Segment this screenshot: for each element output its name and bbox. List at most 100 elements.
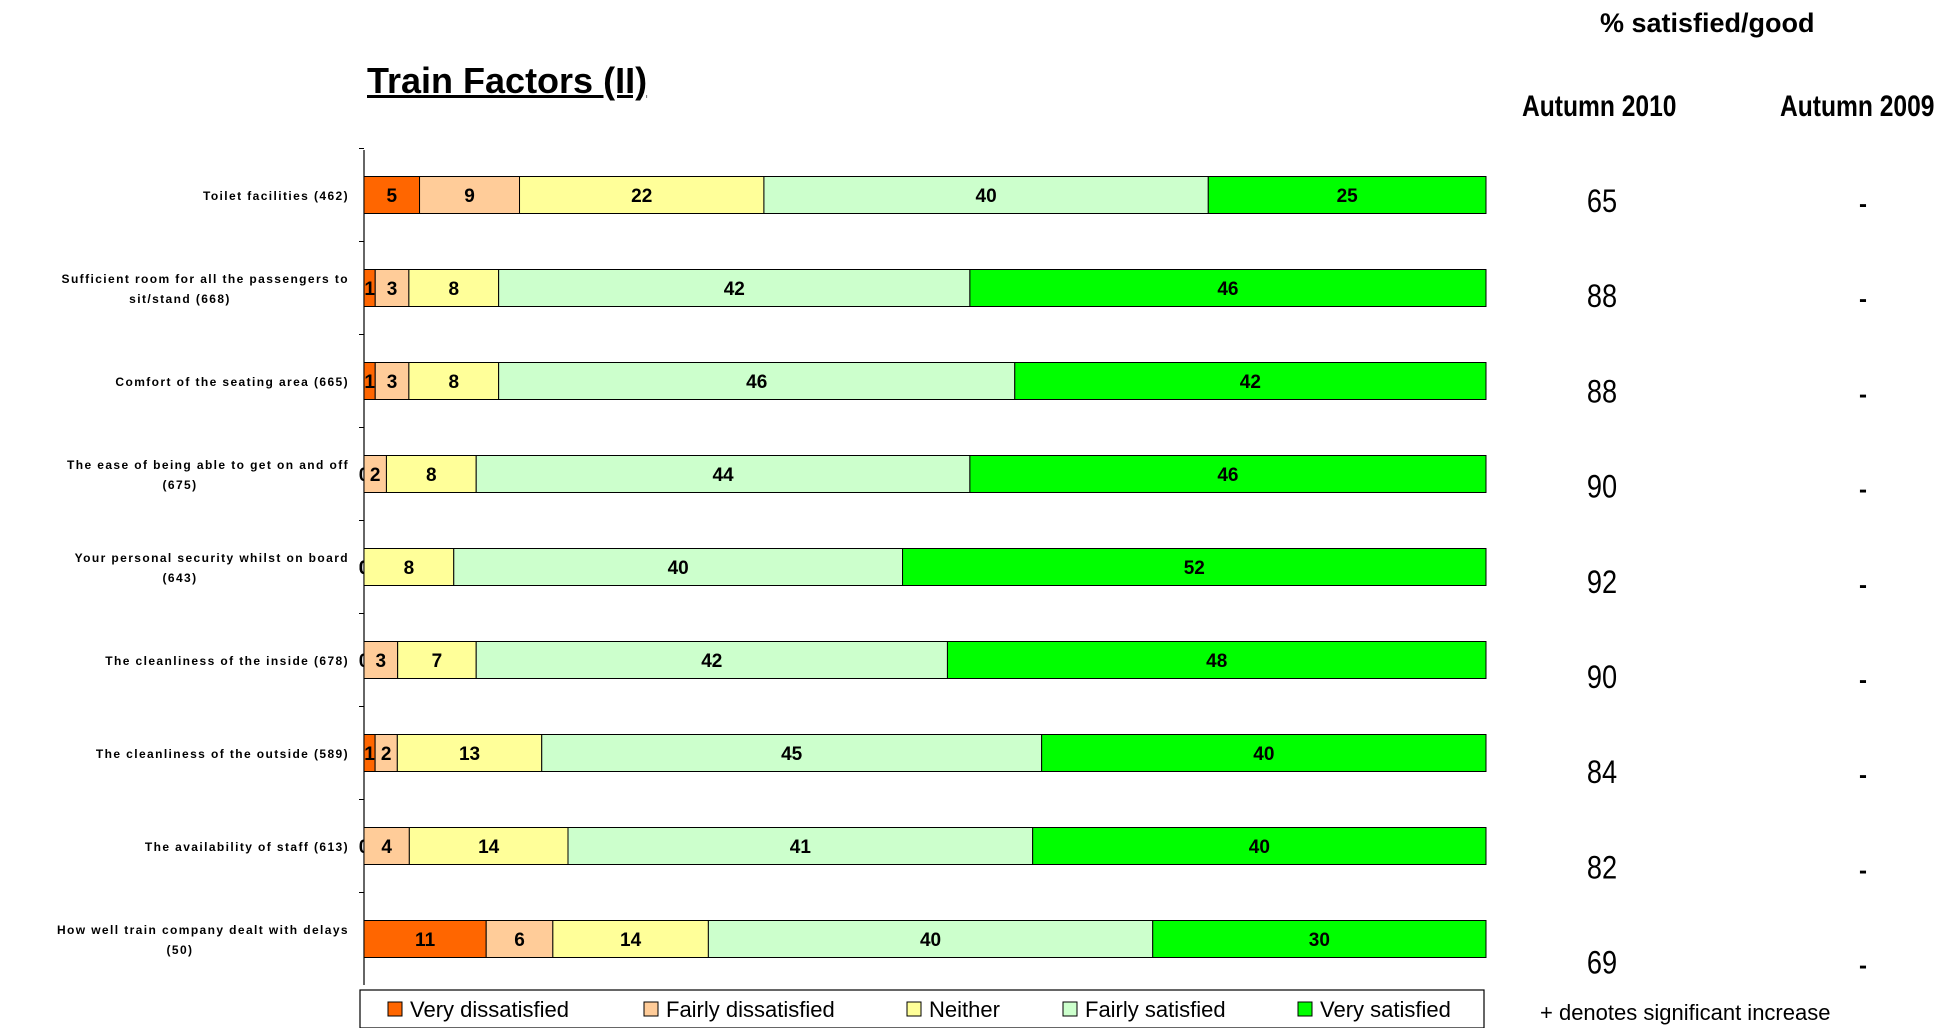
bar-value-label: 13	[459, 744, 480, 765]
autumn-2010-value: 92	[1587, 565, 1617, 601]
bar-segment	[498, 362, 1016, 400]
bar-segment	[485, 920, 554, 958]
legend-swatch	[906, 1001, 922, 1017]
bar-segment	[419, 176, 521, 214]
bar-value-label: 41	[790, 837, 812, 858]
autumn-2010-value: 82	[1587, 850, 1617, 886]
legend-label: Fairly satisfied	[1085, 997, 1226, 1022]
autumn-2010-value: 88	[1587, 374, 1617, 410]
legend-label: Neither	[929, 997, 1000, 1022]
legend-label: Fairly dissatisfied	[666, 997, 835, 1022]
page-title: Train Factors (II)	[367, 60, 648, 101]
category-label: The ease of being able to get on and off	[67, 458, 349, 472]
bar-value-label: 14	[478, 837, 500, 858]
footnote: + denotes significant increase	[1540, 1000, 1831, 1025]
bar-value-label: 46	[1217, 279, 1238, 300]
bar-value-label: 42	[701, 651, 722, 672]
bar-segment	[1014, 362, 1487, 400]
autumn-2009-value: -	[1859, 381, 1867, 408]
bar-value-label: 42	[724, 279, 745, 300]
bar-segment	[408, 827, 569, 865]
category-label: The cleanliness of the outside (589)	[96, 747, 349, 761]
legend-box	[359, 989, 1485, 1028]
bar-segment	[519, 176, 765, 214]
bar-segment	[408, 269, 500, 307]
autumn-2009-value: -	[1859, 286, 1867, 313]
bar-segment	[1032, 827, 1487, 865]
category-label: (50)	[167, 943, 194, 957]
bar-segment	[1207, 176, 1487, 214]
bar-value-label: 40	[1253, 744, 1274, 765]
bar-value-label: 46	[746, 372, 767, 393]
bar-value-label: 2	[381, 744, 392, 765]
bar-segment	[397, 641, 477, 679]
legend-swatch	[1297, 1001, 1313, 1017]
bar-value-label: 30	[1309, 930, 1330, 951]
bar-value-label: 8	[404, 558, 415, 579]
bar-segment	[363, 548, 455, 586]
bar-value-label: 2	[370, 465, 381, 486]
autumn-2009-value: -	[1859, 953, 1867, 980]
bar-segment	[552, 920, 709, 958]
bar-segment	[453, 548, 904, 586]
legend-swatch	[643, 1001, 659, 1017]
bar-segment	[541, 734, 1043, 772]
bar-value-label: 25	[1337, 186, 1359, 207]
bar-segment	[363, 641, 399, 679]
bar-segment	[374, 362, 410, 400]
autumn-2009-header: Autumn 2009	[1780, 90, 1935, 123]
autumn-2010-value: 65	[1587, 184, 1617, 220]
bar-segment	[969, 269, 1487, 307]
bar-value-label: 40	[920, 930, 941, 951]
bar-value-label: 1	[364, 279, 375, 300]
bar-segment	[946, 641, 1487, 679]
bar-segment	[498, 269, 971, 307]
bar-segment	[1152, 920, 1487, 958]
bar-value-label: 9	[464, 186, 475, 207]
bar-segment	[969, 455, 1487, 493]
category-label: Comfort of the seating area (665)	[115, 375, 349, 389]
category-label: sit/stand (668)	[129, 292, 231, 306]
bar-value-label: 3	[387, 279, 398, 300]
category-label: (643)	[162, 571, 197, 585]
autumn-2009-value: -	[1859, 191, 1867, 218]
category-label: (675)	[162, 478, 197, 492]
category-label: How well train company dealt with delays	[57, 923, 349, 937]
category-label: The cleanliness of the inside (678)	[105, 654, 349, 668]
bar-value-label: 1	[364, 744, 375, 765]
category-label: Toilet facilities (462)	[203, 189, 349, 203]
bar-value-label: 6	[514, 930, 525, 951]
bar-segment	[396, 734, 543, 772]
bar-value-label: 22	[631, 186, 652, 207]
bar-segment	[374, 269, 410, 307]
autumn-2010-value: 90	[1587, 470, 1617, 506]
bar-segment	[475, 641, 948, 679]
category-label: Sufficient room for all the passengers t…	[62, 272, 349, 286]
bar-value-label: 44	[712, 465, 734, 486]
bar-value-label: 8	[448, 372, 459, 393]
autumn-2010-value: 90	[1587, 660, 1617, 696]
bar-segment	[902, 548, 1487, 586]
bar-value-label: 48	[1206, 651, 1227, 672]
satisfied-header: % satisfied/good	[1600, 8, 1815, 38]
bar-value-label: 4	[381, 837, 392, 858]
bar-segment	[385, 455, 477, 493]
bar-value-label: 3	[387, 372, 398, 393]
legend-label: Very dissatisfied	[410, 997, 569, 1022]
bar-value-label: 42	[1240, 372, 1261, 393]
bar-value-label: 40	[976, 186, 997, 207]
autumn-2010-value: 88	[1587, 279, 1617, 315]
legend-label: Very satisfied	[1320, 997, 1451, 1022]
bar-value-label: 8	[426, 465, 437, 486]
bar-value-label: 40	[1249, 837, 1270, 858]
bar-value-label: 5	[386, 186, 397, 207]
bar-value-label: 52	[1184, 558, 1205, 579]
autumn-2010-value: 84	[1587, 755, 1617, 791]
bar-value-label: 40	[668, 558, 689, 579]
bar-segment	[567, 827, 1034, 865]
autumn-2009-value: -	[1859, 762, 1867, 789]
bar-value-label: 11	[415, 930, 436, 951]
autumn-2009-value: -	[1859, 477, 1867, 504]
bar-value-label: 7	[432, 651, 443, 672]
autumn-2009-value: -	[1859, 572, 1867, 599]
